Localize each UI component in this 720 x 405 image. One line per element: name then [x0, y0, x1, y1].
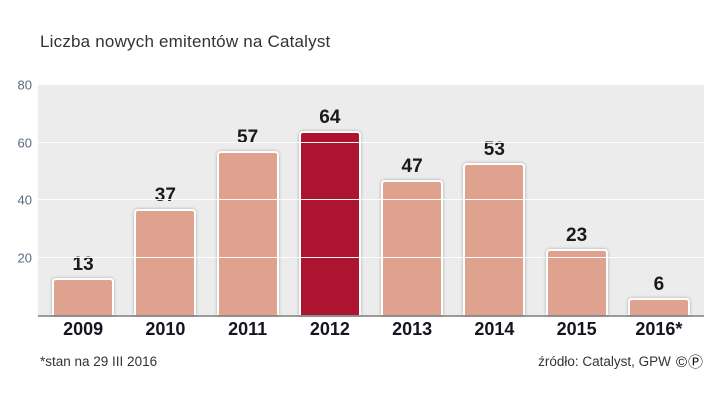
bar-column-2012: 64: [289, 85, 371, 315]
gridline: [38, 256, 704, 258]
gridline: [38, 141, 704, 143]
bar-value-label: 37: [154, 184, 176, 206]
x-tick-label: 2011: [228, 319, 268, 339]
bar-column-2011: 57: [207, 85, 289, 315]
bar-column-2010: 37: [124, 85, 206, 315]
y-tick-label: 80: [17, 77, 32, 93]
y-tick-label: 60: [17, 135, 32, 150]
x-tick-label: 2009: [63, 319, 104, 339]
bar-value-label: 53: [483, 138, 505, 160]
bar-value-label: 13: [72, 253, 94, 275]
bar-2011: [216, 151, 279, 315]
x-tick-label: 2013: [392, 319, 433, 339]
source-text: źródło: Catalyst, GPW: [538, 354, 671, 369]
bar-value-label: 57: [237, 127, 259, 149]
bar-column-2014: 53: [453, 85, 535, 315]
copyright-icons: ©Ⓟ: [675, 354, 704, 371]
bar-2014: [463, 162, 526, 315]
plot-area: 13 37 57 64 47 53 23 6 20 40 60 80: [18, 78, 704, 317]
bar-2010: [134, 208, 197, 315]
chart-title: Liczba nowych emitentów na Catalyst: [40, 32, 331, 51]
bar-value-label: 47: [401, 155, 423, 177]
footnote: *stan na 29 III 2016: [40, 354, 158, 369]
x-tick-label: 2012: [309, 319, 350, 339]
bar-2015: [545, 248, 608, 315]
bar-2016: [627, 297, 690, 315]
bar-2009: [52, 277, 115, 315]
bar-value-label: 23: [566, 224, 588, 246]
bar-column-2015: 23: [536, 85, 618, 315]
bar-column-2009: 13: [42, 85, 124, 315]
gridline: [38, 199, 704, 200]
chart-footer: *stan na 29 III 2016 źródło: Catalyst, G…: [40, 351, 704, 372]
x-axis-labels: 2009 2010 2011 2012 2013 2014 2015 2016*: [38, 319, 704, 340]
bar-2012: [298, 131, 361, 315]
y-tick-label: 20: [17, 250, 32, 265]
y-tick-label: 40: [17, 192, 32, 208]
bar-column-2013: 47: [371, 85, 453, 315]
bar-value-label: 64: [319, 107, 341, 128]
source-wrap: źródło: Catalyst, GPW ©Ⓟ: [538, 351, 704, 372]
bar-value-label: 6: [653, 273, 665, 295]
bar-2013: [381, 179, 444, 315]
x-tick-label: 2010: [145, 319, 186, 339]
bar-column-2016: 6: [618, 85, 700, 315]
x-tick-label: 2014: [474, 319, 515, 339]
x-tick-label: 2015: [556, 319, 597, 339]
bars-container: 13 37 57 64 47 53 23 6: [38, 85, 704, 315]
x-tick-label: 2016*: [635, 319, 683, 339]
